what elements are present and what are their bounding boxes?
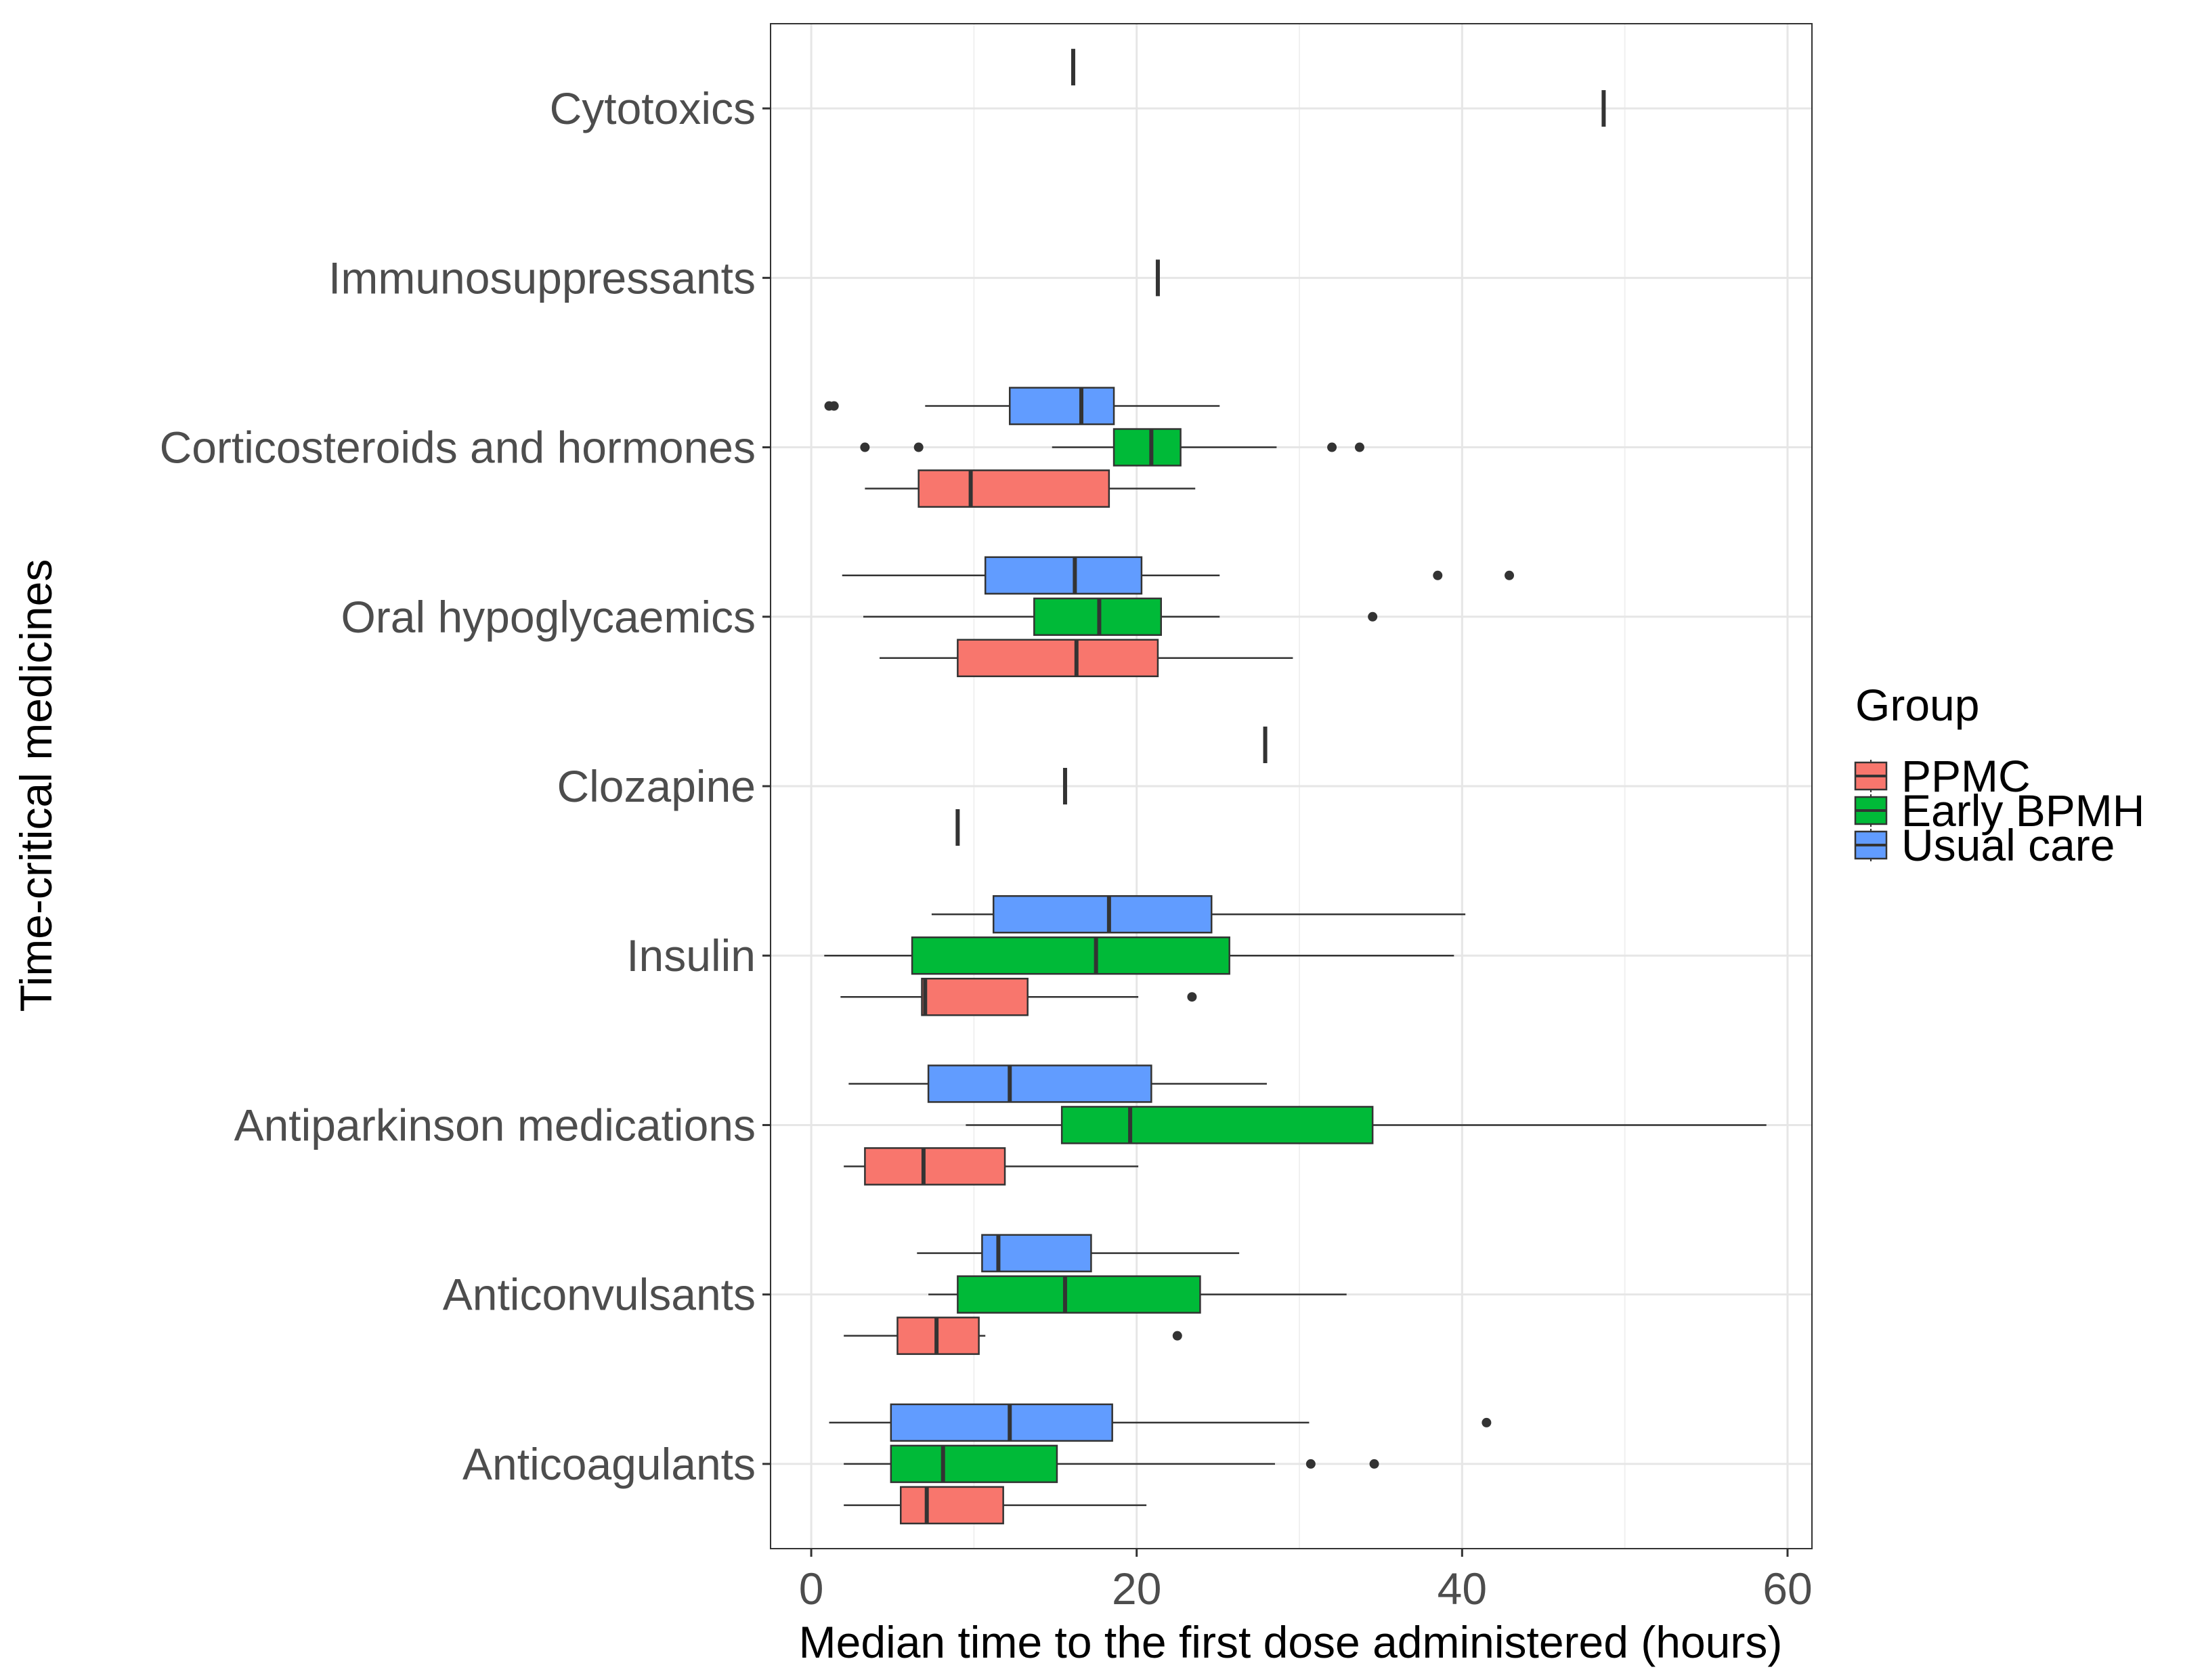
box-ppmc xyxy=(917,469,1110,508)
x-axis-title: Median time to the first dose administer… xyxy=(799,1617,1783,1667)
x-tick-label: 0 xyxy=(799,1564,824,1614)
y-tick-label: Clozapine xyxy=(557,761,756,811)
y-tick-label: Antiparkinson medications xyxy=(234,1100,756,1150)
outlier-point xyxy=(913,442,924,452)
box-ppmc xyxy=(921,977,1029,1016)
outlier-point xyxy=(1368,611,1378,622)
x-tick-label: 20 xyxy=(1112,1564,1161,1614)
y-tick-label: Anticoagulants xyxy=(462,1439,756,1489)
outlier-point xyxy=(1187,992,1197,1002)
axis-layer: Cytotoxics Immunosuppressants Corticostero… xyxy=(160,83,1813,1614)
box-ppmc xyxy=(900,1486,1004,1525)
y-tick-label: Insulin xyxy=(626,930,756,981)
box-bpmh xyxy=(1112,428,1182,467)
box-usual xyxy=(992,895,1213,934)
outlier-point xyxy=(1505,570,1515,580)
legend-label-ppmc: PPMC xyxy=(1901,751,2031,801)
outlier-point xyxy=(1482,1417,1492,1427)
x-tick-label: 40 xyxy=(1438,1564,1487,1614)
y-tick-label: Corticosteroids and hormones xyxy=(160,423,756,473)
outlier-point xyxy=(1172,1331,1182,1341)
legend-title: Group xyxy=(1855,680,1979,730)
box-ppmc xyxy=(864,1147,1006,1186)
box-usual xyxy=(890,1403,1113,1442)
box-usual xyxy=(927,1064,1152,1103)
box-bpmh xyxy=(1060,1106,1374,1144)
y-tick-label: Immunosuppressants xyxy=(328,253,756,303)
box-usual xyxy=(984,556,1143,595)
outlier-point xyxy=(1354,442,1364,452)
y-tick-label: Anticonvulsants xyxy=(443,1270,756,1320)
outlier-point xyxy=(1369,1459,1379,1469)
outlier-point xyxy=(1305,1459,1316,1469)
box-bpmh xyxy=(957,1275,1201,1314)
outlier-point xyxy=(829,401,839,411)
y-tick-label: Oral hypoglycaemics xyxy=(341,592,756,642)
box-layer xyxy=(824,49,1767,1525)
box-usual xyxy=(1009,387,1115,425)
legend-label-usual: Usual care xyxy=(1901,820,2115,870)
y-tick-label: Cytotoxics xyxy=(550,83,756,133)
y-axis-title: Time-critical medicines xyxy=(11,559,61,1012)
legend-label-bpmh: Early BPMH xyxy=(1901,785,2144,836)
outlier-point xyxy=(1433,570,1443,580)
x-tick-label: 60 xyxy=(1763,1564,1812,1614)
box-bpmh xyxy=(911,936,1230,975)
outlier-point xyxy=(1327,442,1337,452)
outlier-point xyxy=(860,442,870,452)
box-ppmc xyxy=(957,639,1159,678)
box-bpmh xyxy=(890,1444,1058,1484)
